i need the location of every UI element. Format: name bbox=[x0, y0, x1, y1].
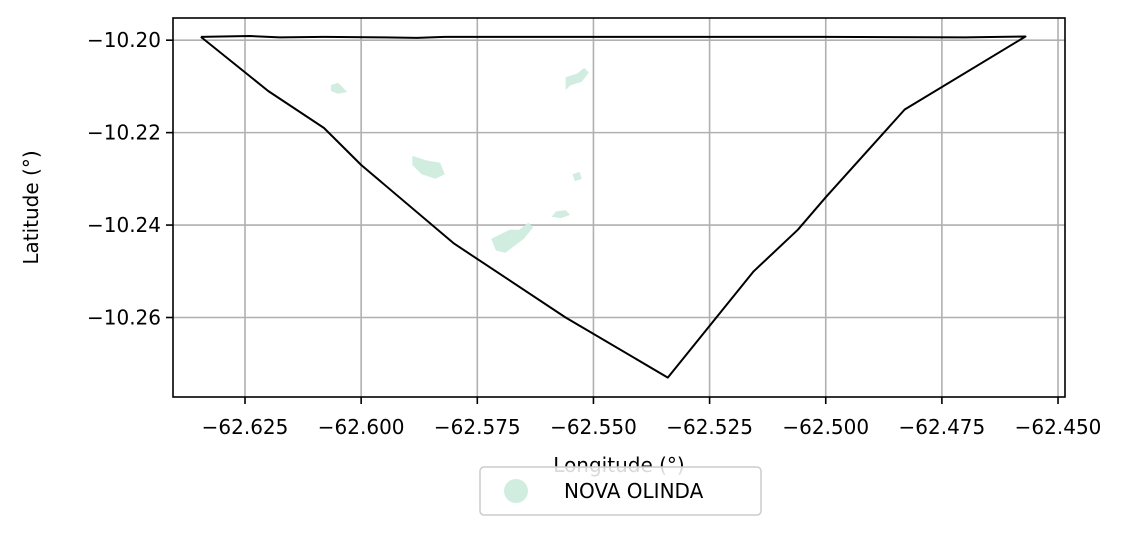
y-tick-label: −10.22 bbox=[87, 121, 161, 145]
x-tick-label: −62.525 bbox=[666, 415, 753, 439]
y-tick-label: −10.26 bbox=[87, 306, 161, 330]
plot-frame bbox=[172, 17, 1066, 398]
x-tick-label: −62.450 bbox=[1015, 415, 1102, 439]
legend-label-nova-olinda: NOVA OLINDA bbox=[564, 479, 704, 503]
x-tick-label: −62.600 bbox=[318, 415, 405, 439]
boundary-line bbox=[200, 35, 1027, 379]
region-nova-olinda bbox=[491, 222, 534, 253]
region-nova-olinda bbox=[551, 210, 571, 219]
x-tick-label: −62.500 bbox=[782, 415, 869, 439]
legend-marker-nova-olinda bbox=[504, 479, 528, 503]
x-tick-label: −62.625 bbox=[202, 415, 289, 439]
grid-lines bbox=[173, 18, 1065, 397]
x-tick-label: −62.550 bbox=[550, 415, 637, 439]
region-nova-olinda bbox=[412, 155, 445, 179]
region-nova-olinda bbox=[565, 67, 589, 91]
y-axis-title: Latitude (°) bbox=[19, 150, 43, 264]
y-tick-label: −10.24 bbox=[87, 213, 161, 237]
x-tick-label: −62.575 bbox=[434, 415, 521, 439]
legend: NOVA OLINDA bbox=[479, 466, 762, 516]
region-nova-olinda bbox=[331, 82, 348, 94]
y-tick-label: −10.20 bbox=[87, 28, 161, 52]
boundary-outline bbox=[200, 35, 1027, 379]
region-polygons bbox=[331, 67, 589, 253]
legend-box bbox=[479, 466, 762, 516]
y-axis-ticks: −10.20 −10.22 −10.24 −10.26 bbox=[87, 28, 173, 330]
x-axis-ticks: −62.625 −62.600 −62.575 −62.550 −62.525 −62.5… bbox=[202, 397, 1102, 439]
region-nova-olinda bbox=[572, 171, 582, 182]
x-tick-label: −62.475 bbox=[899, 415, 986, 439]
